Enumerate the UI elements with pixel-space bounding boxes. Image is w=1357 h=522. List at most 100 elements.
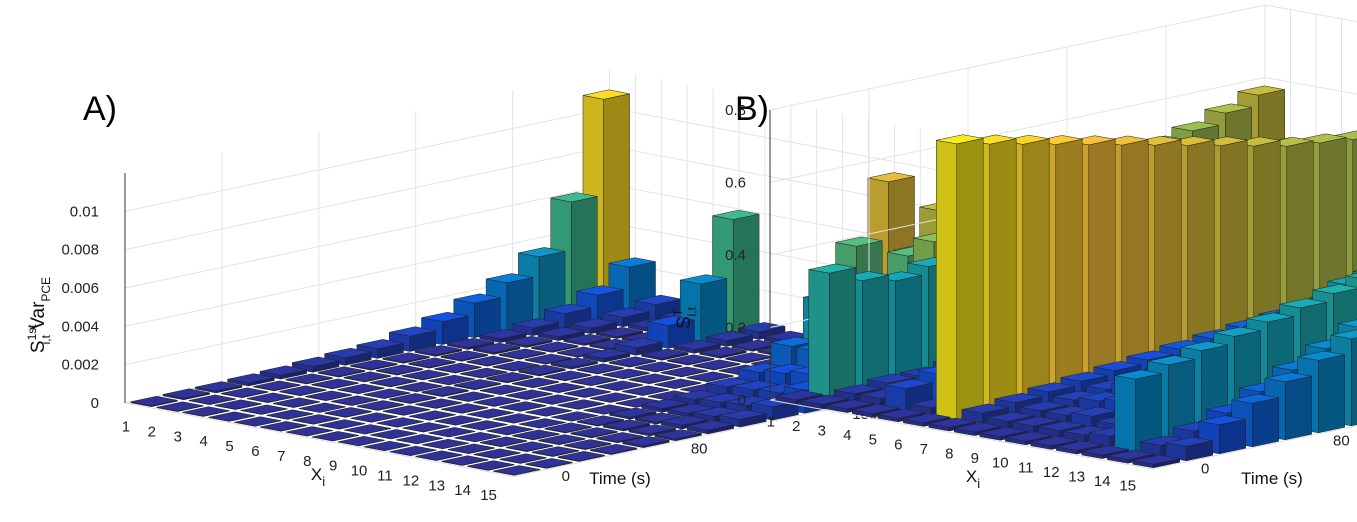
bar-top-face bbox=[512, 377, 559, 388]
bar-top-face bbox=[480, 436, 527, 447]
bar bbox=[590, 443, 638, 455]
bar bbox=[557, 399, 605, 410]
z-tick-label: 0.002 bbox=[61, 357, 99, 374]
bar bbox=[589, 392, 637, 403]
bar-top-face bbox=[486, 273, 533, 284]
x-tick-label: 8 bbox=[303, 453, 311, 470]
bar-top-face bbox=[1005, 431, 1053, 442]
bar-top-face bbox=[693, 359, 740, 370]
bar-top-face bbox=[499, 453, 547, 464]
bar bbox=[440, 350, 488, 362]
x-tick-label: 8 bbox=[945, 446, 953, 463]
bar-top-face bbox=[673, 339, 721, 350]
bar-top-face bbox=[538, 382, 585, 393]
bar-top-face bbox=[460, 367, 508, 378]
bar bbox=[266, 409, 314, 420]
z-tick-label: 0.2 bbox=[725, 320, 746, 337]
bar-top-face bbox=[337, 383, 385, 394]
bar-top-face bbox=[654, 378, 702, 389]
bar bbox=[1132, 454, 1180, 469]
bar-top-face bbox=[570, 318, 617, 329]
z-tick-label: 0.8 bbox=[725, 102, 746, 119]
bar bbox=[538, 434, 586, 446]
bar-top-face bbox=[402, 369, 449, 380]
bar-top-face bbox=[903, 413, 951, 424]
z-tick-label: 0 bbox=[91, 395, 99, 412]
bar-top-face bbox=[240, 404, 288, 415]
bar-top-face bbox=[544, 370, 592, 381]
bar-top-face bbox=[130, 396, 178, 407]
x-tick-label: 12 bbox=[1043, 464, 1060, 481]
bar bbox=[453, 379, 501, 391]
bar bbox=[473, 396, 521, 407]
bar-top-face bbox=[589, 392, 637, 403]
bar bbox=[318, 419, 366, 430]
bar-front-face bbox=[808, 269, 830, 397]
bar-top-face bbox=[583, 404, 631, 415]
bar bbox=[667, 354, 715, 366]
bar-top-face bbox=[415, 398, 463, 409]
bar-top-face bbox=[447, 391, 495, 402]
bar bbox=[550, 357, 598, 370]
bar bbox=[344, 424, 392, 435]
bar bbox=[363, 440, 411, 452]
bar bbox=[389, 445, 437, 457]
bar-top-face bbox=[441, 455, 489, 466]
bar-top-face bbox=[576, 285, 624, 296]
bar-top-face bbox=[253, 380, 301, 391]
bar-side-face bbox=[1318, 354, 1345, 434]
bar bbox=[337, 436, 385, 447]
bar bbox=[311, 378, 359, 390]
bar-top-face bbox=[1126, 350, 1174, 361]
bar-top-face bbox=[563, 333, 611, 344]
bar-top-face bbox=[318, 419, 366, 430]
bar-top-face bbox=[460, 420, 508, 431]
bar bbox=[415, 398, 463, 409]
bar bbox=[441, 403, 489, 414]
bar-top-face bbox=[344, 424, 392, 435]
x-tick-label: 12 bbox=[403, 472, 420, 489]
bar bbox=[331, 395, 379, 406]
bar bbox=[512, 377, 560, 389]
bar bbox=[602, 368, 650, 380]
bar-top-face bbox=[350, 412, 398, 423]
bar-top-face bbox=[531, 394, 579, 405]
bar-top-face bbox=[582, 89, 630, 100]
bar bbox=[936, 134, 984, 420]
bar bbox=[492, 360, 540, 372]
bar bbox=[576, 363, 624, 375]
bar-top-face bbox=[936, 134, 984, 145]
bar-top-face bbox=[286, 426, 333, 437]
bar-top-face bbox=[609, 407, 657, 418]
bar-top-face bbox=[1114, 369, 1162, 380]
bar bbox=[479, 384, 527, 396]
bar bbox=[596, 432, 644, 444]
x-tick-label: 2 bbox=[792, 418, 800, 435]
bar-top-face bbox=[661, 415, 708, 426]
bar bbox=[518, 418, 566, 429]
bar bbox=[693, 359, 741, 371]
bar-top-face bbox=[486, 372, 534, 383]
bar bbox=[544, 370, 592, 382]
bar-top-face bbox=[467, 460, 515, 471]
bar-top-face bbox=[324, 407, 372, 418]
bar-side-face bbox=[1351, 337, 1357, 427]
bar-top-face bbox=[356, 339, 404, 350]
bar-top-face bbox=[570, 427, 618, 438]
bar bbox=[479, 329, 527, 343]
bar-top-face bbox=[867, 172, 915, 183]
bar-top-face bbox=[867, 373, 915, 384]
bar-top-face bbox=[979, 427, 1027, 437]
bar-top-face bbox=[1246, 312, 1294, 323]
bar bbox=[402, 369, 450, 381]
bar bbox=[292, 414, 340, 425]
bar bbox=[622, 436, 670, 449]
bar bbox=[408, 410, 456, 421]
bar bbox=[428, 427, 476, 438]
bar-top-face bbox=[259, 365, 307, 376]
bar bbox=[369, 376, 417, 388]
bar-top-face bbox=[266, 409, 314, 420]
bar-top-face bbox=[654, 429, 702, 440]
bar bbox=[408, 357, 456, 369]
x-tick-label: 4 bbox=[843, 427, 851, 444]
